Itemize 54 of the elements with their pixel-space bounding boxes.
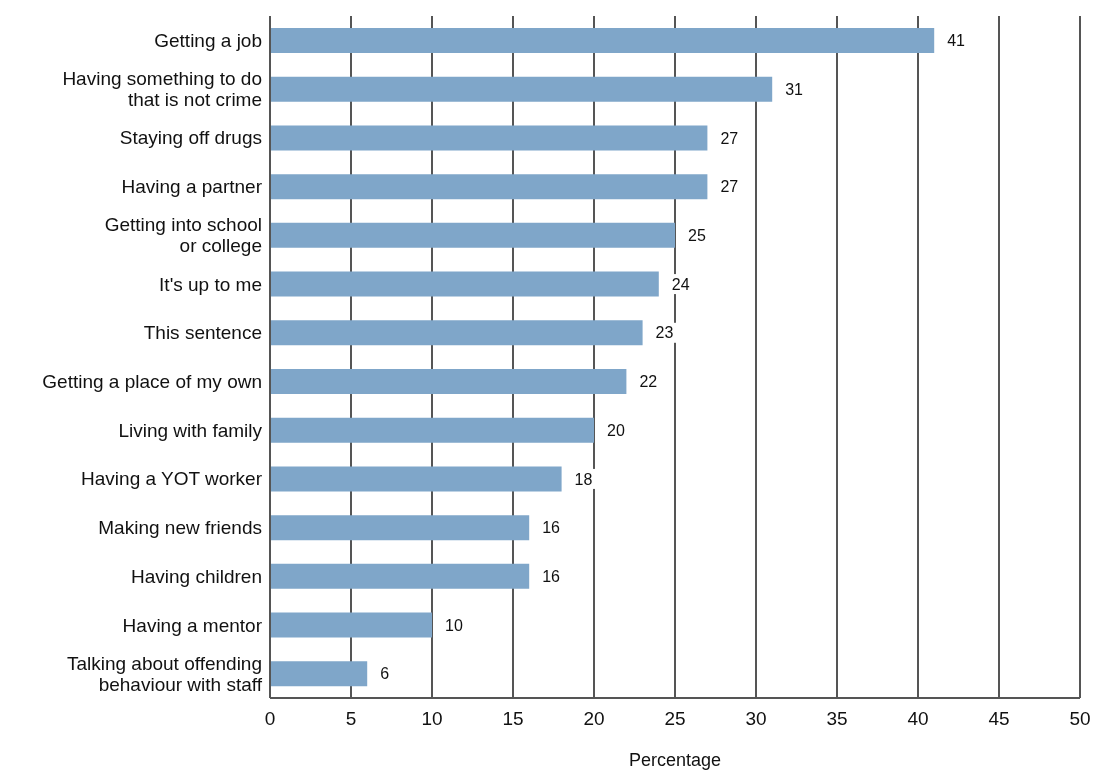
y-tick-label: Living with family xyxy=(118,419,263,441)
y-tick-label: Having a YOT worker xyxy=(81,468,263,490)
data-label: 18 xyxy=(574,470,593,488)
bar xyxy=(270,320,643,346)
data-label: 20 xyxy=(607,421,625,439)
y-tick-label: Staying off drugs xyxy=(119,127,262,149)
bar xyxy=(270,661,368,687)
y-tick-label: Making new friends xyxy=(98,517,262,539)
y-tick-label: Having a mentor xyxy=(122,614,263,636)
data-label: 31 xyxy=(785,80,804,98)
bar xyxy=(270,174,708,200)
x-tick-label: 50 xyxy=(1069,708,1091,730)
data-label: 16 xyxy=(542,567,561,585)
x-tick-label: 5 xyxy=(345,708,357,730)
data-label: 22 xyxy=(639,373,658,391)
data-label: 10 xyxy=(445,616,463,634)
bar xyxy=(270,125,708,151)
y-tick-label: Getting into school or college xyxy=(104,214,262,257)
bar xyxy=(270,76,773,102)
x-axis-title: Percentage xyxy=(628,750,722,770)
data-label: 16 xyxy=(542,519,561,537)
data-label: 27 xyxy=(720,178,739,196)
x-tick-label: 0 xyxy=(264,708,276,730)
bar xyxy=(270,222,675,248)
y-tick-label: It's up to me xyxy=(159,273,262,295)
x-tick-label: 15 xyxy=(502,708,524,730)
data-label: 41 xyxy=(947,32,966,50)
x-tick-label: 35 xyxy=(826,708,848,730)
bar xyxy=(270,271,659,297)
data-label: 27 xyxy=(720,129,739,147)
x-tick-label: 30 xyxy=(745,708,767,730)
y-tick-label: Getting a job xyxy=(154,30,262,52)
y-tick-label: Talking about offending behaviour with staff xyxy=(66,652,263,695)
y-tick-label: Having children xyxy=(131,565,262,587)
x-tick-label: 20 xyxy=(583,708,605,730)
x-tick-label: 40 xyxy=(907,708,929,730)
y-tick-label: Getting a place of my own xyxy=(42,371,262,393)
bar xyxy=(270,369,627,394)
data-label: 6 xyxy=(380,665,390,683)
y-tick-label: This sentence xyxy=(143,322,262,344)
bar xyxy=(270,417,594,443)
bar xyxy=(270,612,432,638)
bar xyxy=(270,515,530,541)
y-tick-label: Having a partner xyxy=(121,176,263,198)
x-tick-label: 25 xyxy=(664,708,686,730)
bar xyxy=(270,563,530,589)
data-label: 24 xyxy=(671,275,690,293)
bar xyxy=(270,28,935,53)
data-label: 23 xyxy=(655,324,674,342)
bar xyxy=(270,466,562,492)
y-tick-label: Having something to do that is not crime xyxy=(62,68,262,111)
x-tick-label: 45 xyxy=(988,708,1010,730)
data-label: 25 xyxy=(688,226,706,244)
x-tick-label: 10 xyxy=(421,708,443,730)
